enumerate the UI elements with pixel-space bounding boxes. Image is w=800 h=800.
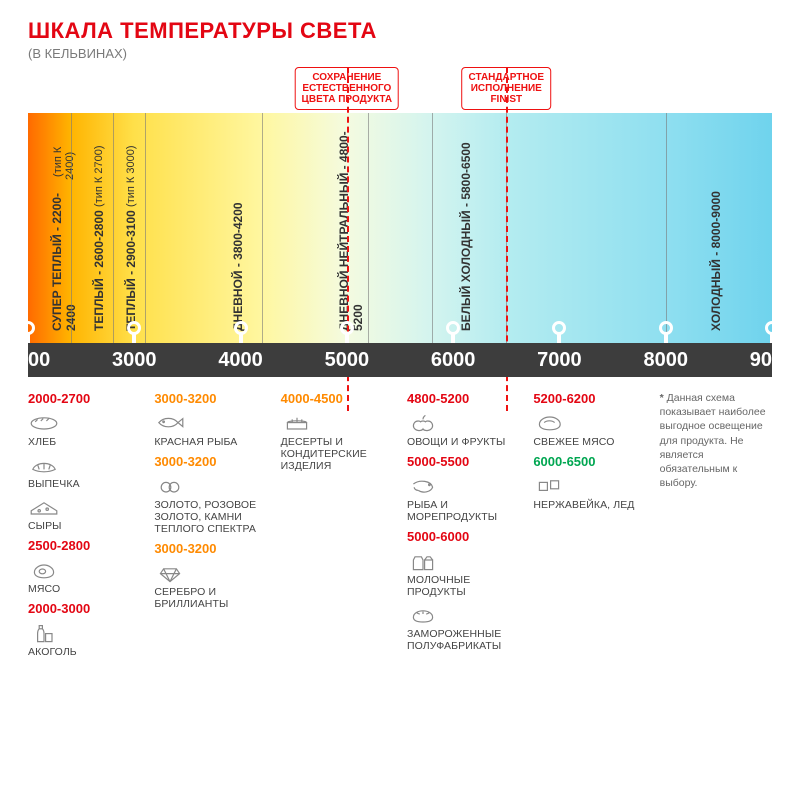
footnote: * Данная схема показывает наиболее выгод…: [660, 391, 772, 490]
rings-icon: [154, 475, 186, 497]
product-label: СВЕЖЕЕ МЯСО: [533, 436, 645, 448]
fish-icon: [154, 412, 186, 434]
band-separator: [113, 113, 114, 343]
temp-range: 3000-3200: [154, 454, 266, 469]
band-separator: [368, 113, 369, 343]
callout-box: СТАНДАРТНОЕИСПОЛНЕНИЕFINIST: [462, 67, 552, 110]
meat-icon: [28, 559, 60, 581]
product-item: ХЛЕБ: [28, 412, 140, 448]
product-label: СЕРЕБРО И БРИЛЛИАНТЫ: [154, 586, 266, 610]
milk-icon: [407, 550, 439, 572]
band-label: ТЕПЛЫЙ - 2600-2800 (тип К 2700): [92, 121, 106, 331]
callout-box: СОХРАНЕНИЕЕСТЕСТВЕННОГОЦВЕТА ПРОДУКТА: [295, 67, 400, 110]
product-item: СЕРЕБРО И БРИЛЛИАНТЫ: [154, 562, 266, 610]
product-item: МЯСО: [28, 559, 140, 595]
product-item: СВЕЖЕЕ МЯСО: [533, 412, 645, 448]
axis-tick-line: [770, 333, 774, 343]
band-label: СУПЕР ТЕПЛЫЙ - 2200-2400 (тип К 2400): [50, 121, 78, 331]
product-label: НЕРЖАВЕЙКА, ЛЕД: [533, 499, 645, 511]
callouts-row: СОХРАНЕНИЕЕСТЕСТВЕННОГОЦВЕТА ПРОДУКТА СТА…: [28, 67, 772, 113]
axis-tick-line: [557, 333, 561, 343]
product-item: ВЫПЕЧКА: [28, 454, 140, 490]
page-subtitle: (В КЕЛЬВИНАХ): [28, 46, 772, 61]
product-label: ВЫПЕЧКА: [28, 478, 140, 490]
temp-range: 2000-2700: [28, 391, 140, 406]
temp-range: 4000-4500: [281, 391, 393, 406]
temp-range: 5000-6000: [407, 529, 519, 544]
band-separator: [432, 113, 433, 343]
temp-range: 3000-3200: [154, 391, 266, 406]
product-item: ЗОЛОТО, РОЗОВОЕ ЗОЛОТО, КАМНИ ТЕПЛОГО СП…: [154, 475, 266, 535]
product-item: РЫБА И МОРЕПРОДУКТЫ: [407, 475, 519, 523]
axis-tick-line: [132, 333, 136, 343]
axis-number: 8000: [643, 349, 688, 372]
band-separator: [145, 113, 146, 343]
axis-number: 3000: [112, 349, 157, 372]
product-item: НЕРЖАВЕЙКА, ЛЕД: [533, 475, 645, 511]
axis-tick-line: [345, 333, 349, 343]
axis-number: 2000: [6, 349, 51, 372]
product-label: МЯСО: [28, 583, 140, 595]
band-label: ТЕПЛЫЙ - 2900-3100 (тип К 3000): [124, 121, 138, 331]
apple-icon: [407, 412, 439, 434]
band-label: ДНЕВНОЙ НЕЙТРАЛЬНЫЙ - 4800-5200: [337, 121, 365, 331]
product-item: МОЛОЧНЫЕ ПРОДУКТЫ: [407, 550, 519, 598]
axis-number: 6000: [431, 349, 476, 372]
bread-icon: [28, 412, 60, 434]
product-item: АКОГОЛЬ: [28, 622, 140, 658]
product-item: ОВОЩИ И ФРУКТЫ: [407, 412, 519, 448]
band-label: БЕЛЫЙ ХОЛОДНЫЙ - 5800-6500: [459, 121, 473, 331]
axis-number: 7000: [537, 349, 582, 372]
axis-number: 4000: [218, 349, 263, 372]
temp-range: 4800-5200: [407, 391, 519, 406]
ice-icon: [533, 475, 565, 497]
product-item: ДЕСЕРТЫ И КОНДИТЕРСКИЕ ИЗДЕЛИЯ: [281, 412, 393, 472]
shrimp-icon: [407, 475, 439, 497]
croissant-icon: [28, 454, 60, 476]
cheese-icon: [28, 496, 60, 518]
band-separator: [506, 113, 507, 343]
band-separator: [71, 113, 72, 343]
product-label: АКОГОЛЬ: [28, 646, 140, 658]
product-label: СЫРЫ: [28, 520, 140, 532]
temp-range: 3000-3200: [154, 541, 266, 556]
steak-icon: [533, 412, 565, 434]
axis-tick-line: [26, 333, 30, 343]
band-label: ДНЕВНОЙ - 3800-4200: [231, 121, 245, 331]
product-label: ОВОЩИ И ФРУКТЫ: [407, 436, 519, 448]
band-separator: [262, 113, 263, 343]
product-grid: 2000-2700 ХЛЕБ ВЫПЕЧКА СЫРЫ 2500-2800 МЯСО 200…: [28, 391, 772, 658]
page-title: ШКАЛА ТЕМПЕРАТУРЫ СВЕТА: [28, 18, 772, 44]
product-label: ЗАМОРОЖЕННЫЕ ПОЛУФАБРИКАТЫ: [407, 628, 519, 652]
product-item: СЫРЫ: [28, 496, 140, 532]
temp-range: 5200-6200: [533, 391, 645, 406]
axis-tick-line: [451, 333, 455, 343]
product-label: КРАСНАЯ РЫБА: [154, 436, 266, 448]
axis-bar: 20003000400050006000700080009000: [28, 343, 772, 377]
temp-range: 2000-3000: [28, 601, 140, 616]
axis-tick-line: [664, 333, 668, 343]
product-item: ЗАМОРОЖЕННЫЕ ПОЛУФАБРИКАТЫ: [407, 604, 519, 652]
spectrum-gradient: СУПЕР ТЕПЛЫЙ - 2200-2400 (тип К 2400) ТЕП…: [28, 113, 772, 343]
temp-range: 2500-2800: [28, 538, 140, 553]
product-label: ЗОЛОТО, РОЗОВОЕ ЗОЛОТО, КАМНИ ТЕПЛОГО СП…: [154, 499, 266, 535]
temp-range: 6000-6500: [533, 454, 645, 469]
product-label: РЫБА И МОРЕПРОДУКТЫ: [407, 499, 519, 523]
axis-tick-line: [239, 333, 243, 343]
product-label: ХЛЕБ: [28, 436, 140, 448]
product-item: КРАСНАЯ РЫБА: [154, 412, 266, 448]
cake-icon: [281, 412, 313, 434]
band-label: ХОЛОДНЫЙ - 8000-9000: [709, 121, 723, 331]
product-label: ДЕСЕРТЫ И КОНДИТЕРСКИЕ ИЗДЕЛИЯ: [281, 436, 393, 472]
band-separator: [666, 113, 667, 343]
temp-range: 5000-5500: [407, 454, 519, 469]
product-label: МОЛОЧНЫЕ ПРОДУКТЫ: [407, 574, 519, 598]
gem-icon: [154, 562, 186, 584]
axis-number: 5000: [325, 349, 370, 372]
dumpling-icon: [407, 604, 439, 626]
axis-number: 9000: [750, 349, 795, 372]
bottle-icon: [28, 622, 60, 644]
